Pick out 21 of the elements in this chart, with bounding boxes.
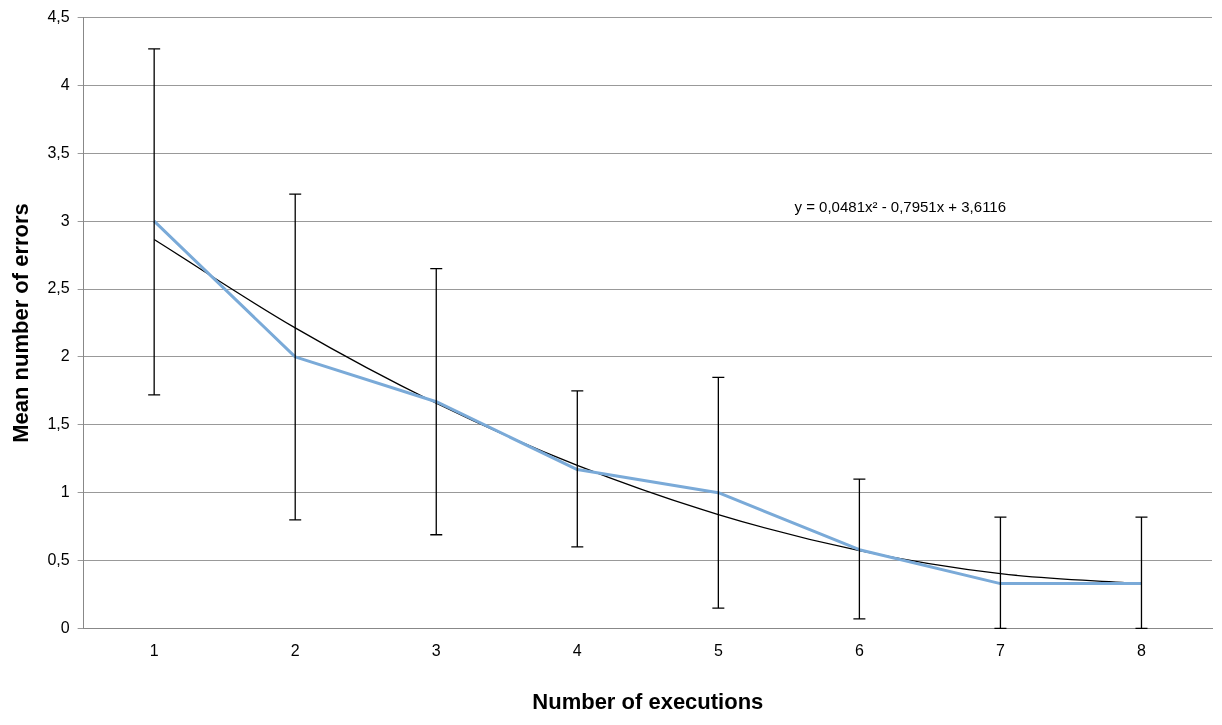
x-tick-label: 4 — [572, 642, 582, 660]
y-tick-label: 3,5 — [47, 143, 70, 161]
x-tick-label: 3 — [431, 642, 441, 660]
x-tick-label: 8 — [1137, 642, 1147, 660]
x-tick-label: 2 — [290, 642, 300, 660]
y-tick-label: 4 — [60, 75, 70, 93]
y-tick-label: 2,5 — [47, 279, 70, 297]
y-tick-label: 1 — [60, 483, 70, 501]
x-tick-label: 6 — [854, 642, 864, 660]
x-tick-label: 1 — [149, 642, 159, 660]
y-tick-label: 0,5 — [47, 550, 70, 568]
y-axis-title: Mean number of errors — [8, 203, 34, 443]
y-tick-label: 0 — [60, 618, 70, 636]
y-tick-label: 1,5 — [47, 415, 70, 433]
x-tick-label: 7 — [995, 642, 1005, 660]
annotation: y = 0,0481x² - 0,7951x + 3,6116 — [794, 197, 1007, 215]
y-tick-label: 4,5 — [47, 8, 70, 26]
y-tick-label: 3 — [60, 211, 70, 229]
x-axis-title: Number of executions — [532, 688, 764, 714]
x-tick-label: 5 — [713, 642, 723, 660]
y-tick-label: 2 — [60, 347, 70, 365]
